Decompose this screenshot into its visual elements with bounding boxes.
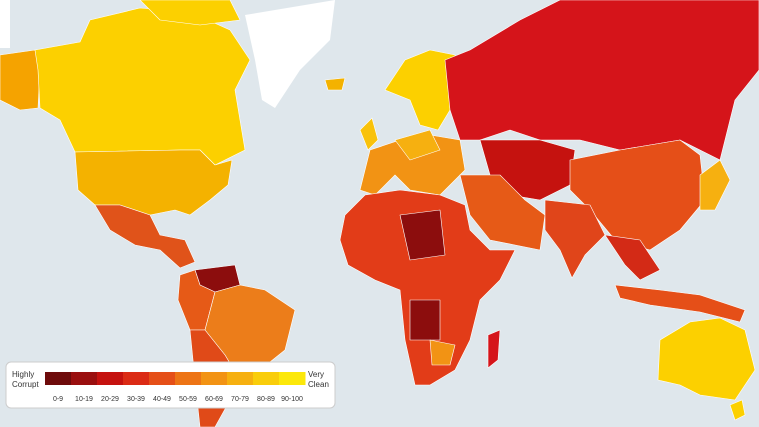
legend-range-label: 80-89 — [257, 396, 275, 403]
legend-swatch — [97, 372, 124, 385]
alaska — [0, 49, 41, 111]
legend-range-label: 10-19 — [75, 396, 93, 403]
legend-swatch — [175, 372, 202, 385]
legend-swatch — [279, 372, 306, 385]
sahel-libya — [399, 209, 446, 261]
russia — [444, 0, 759, 161]
legend: Highly Corrupt Very Clean 0-9 10-19 20-29 3… — [5, 361, 336, 409]
central-africa — [409, 299, 441, 341]
legend-low-label: Highly — [12, 370, 34, 379]
greenland — [245, 0, 335, 108]
legend-high-label: Very — [308, 370, 324, 379]
legend-high-label: Clean — [308, 380, 329, 389]
legend-range-label: 70-79 — [231, 396, 249, 403]
legend-swatch — [227, 372, 254, 385]
legend-swatch — [201, 372, 228, 385]
british-isles — [359, 117, 379, 151]
canada — [34, 7, 251, 166]
africa — [339, 189, 516, 386]
middle-east — [459, 174, 546, 251]
legend-swatch — [123, 372, 150, 385]
legend-swatch — [149, 372, 176, 385]
legend-low-label: Corrupt — [12, 380, 39, 389]
indonesia — [614, 284, 746, 323]
legend-range-label: 90-100 — [281, 396, 303, 403]
legend-range-label: 30-39 — [127, 396, 145, 403]
china — [569, 139, 706, 251]
legend-range-label: 40-49 — [153, 396, 171, 403]
madagascar — [487, 329, 501, 369]
india — [544, 199, 606, 279]
legend-range-label: 50-59 — [179, 396, 197, 403]
legend-range-label: 20-29 — [101, 396, 119, 403]
mexico-central-america — [94, 204, 196, 269]
legend-swatch — [253, 372, 280, 385]
scandinavia — [384, 49, 456, 131]
botswana — [429, 339, 456, 366]
new-zealand — [729, 399, 746, 421]
japan — [699, 159, 731, 211]
arctic-islands — [139, 0, 241, 26]
legend-range-label: 60-69 — [205, 396, 223, 403]
australia — [657, 317, 756, 401]
legend-swatch — [71, 372, 98, 385]
legend-range-label: 0-9 — [53, 396, 63, 403]
iceland — [324, 77, 346, 91]
side-panel-tab — [0, 0, 10, 48]
central-europe — [394, 129, 441, 161]
legend-swatch — [45, 372, 72, 385]
southeast-asia — [604, 234, 661, 281]
